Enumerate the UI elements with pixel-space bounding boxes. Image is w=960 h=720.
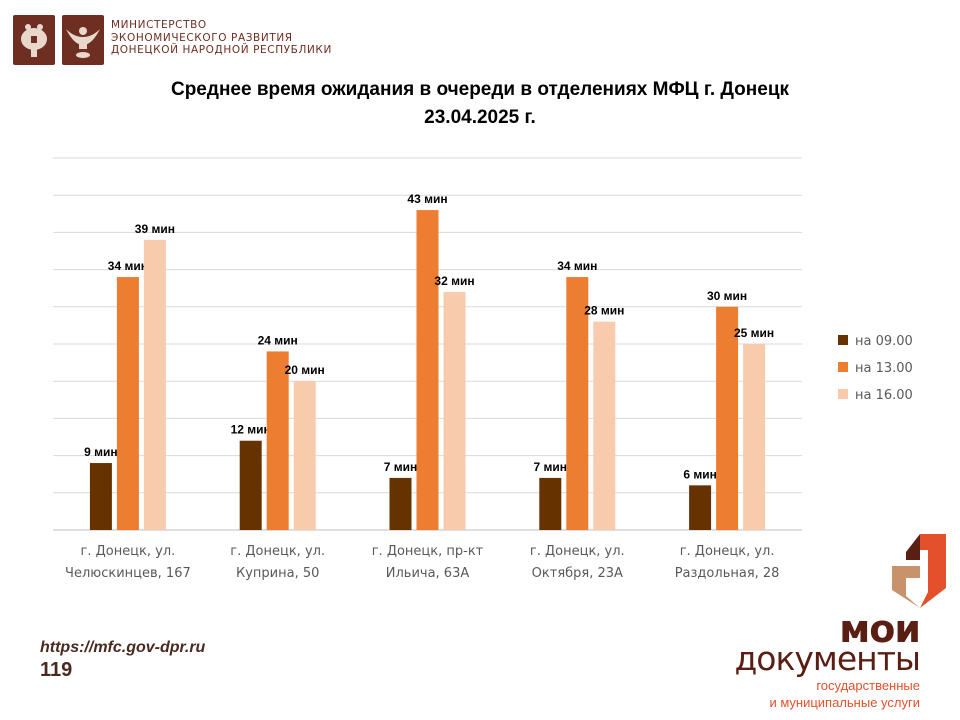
bar-chart: 9 мин 34 мин 39 мин г. Донецк, ул. Челюскинц… [53, 157, 913, 581]
bar [716, 306, 739, 530]
bar [416, 210, 439, 530]
legend-swatch [838, 362, 848, 372]
data-label: 20 мин [285, 363, 325, 377]
data-label: 7 мин [534, 460, 568, 474]
bar [566, 277, 589, 530]
logo-text-dokumenty: документы [734, 639, 921, 678]
x-tick-label: г. Донецк, пр-кт [372, 544, 484, 559]
russia-emblem [13, 15, 55, 65]
bar [116, 277, 139, 530]
x-tick-label: Раздольная, 28 [675, 566, 780, 581]
chart-subtitle: 23.04.2025 г. [424, 107, 536, 128]
x-tick-label: Челюскинцев, 167 [65, 566, 191, 581]
legend-swatch [838, 389, 848, 399]
data-label: 30 мин [707, 289, 747, 303]
x-tick-label: г. Донецк, ул. [680, 544, 775, 559]
ministry-line: ДОНЕЦКОЙ НАРОДНОЙ РЕСПУБЛИКИ [111, 44, 332, 56]
bar [293, 381, 316, 530]
bar [539, 477, 562, 530]
ministry-line: МИНИСТЕРСТВО [111, 19, 207, 31]
logo-text-moi: мои [839, 607, 921, 651]
data-label: 34 мин [557, 259, 597, 273]
x-tick-label: Октября, 23А [532, 566, 623, 581]
logo-subtitle-1: государственные [816, 678, 920, 693]
bar [389, 477, 412, 530]
x-tick-label: Куприна, 50 [236, 566, 319, 581]
bar [593, 321, 616, 530]
moi-dokumenty-logo-icon [892, 534, 946, 608]
bar [443, 291, 466, 530]
logo-subtitle-2: и муниципальные услуги [769, 695, 920, 710]
x-tick-label: Ильича, 63А [386, 566, 470, 581]
legend-swatch [838, 335, 848, 345]
x-tick-label: г. Донецк, ул. [80, 544, 175, 559]
ministry-line: ЭКОНОМИЧЕСКОГО РАЗВИТИЯ [111, 31, 293, 44]
bar [743, 344, 766, 530]
data-label: 6 мин [683, 467, 717, 481]
website-url[interactable]: https://mfc.gov-dpr.ru [40, 639, 206, 656]
data-label: 24 мин [258, 333, 298, 347]
x-tick-label: г. Донецк, ул. [530, 544, 625, 559]
data-label: 43 мин [407, 192, 447, 206]
dpr-emblem [62, 15, 104, 65]
chart-title: Среднее время ожидания в очереди в отдел… [170, 79, 790, 100]
x-tick-label: г. Донецк, ул. [230, 544, 325, 559]
bar [89, 463, 112, 530]
chart-title-block: Среднее время ожидания в очереди в отдел… [0, 76, 960, 132]
data-label: 39 мин [135, 222, 175, 236]
bar [143, 239, 166, 530]
data-label: 12 мин [231, 423, 271, 437]
bar [266, 351, 289, 530]
page-number: 119 [40, 659, 73, 681]
data-label: 32 мин [434, 274, 474, 288]
bar [689, 485, 712, 530]
data-label: 25 мин [734, 326, 774, 340]
legend-label: на 16.00 [855, 388, 913, 403]
data-label: 34 мин [108, 259, 148, 273]
bar [239, 440, 262, 530]
data-label: 7 мин [384, 460, 418, 474]
legend-label: на 13.00 [855, 361, 913, 376]
data-label: 28 мин [584, 304, 624, 318]
ministry-name: МИНИСТЕРСТВО ЭКОНОМИЧЕСКОГО РАЗВИТИЯ ДОН… [111, 19, 332, 57]
data-label: 9 мин [84, 445, 118, 459]
legend-label: на 09.00 [855, 334, 913, 349]
